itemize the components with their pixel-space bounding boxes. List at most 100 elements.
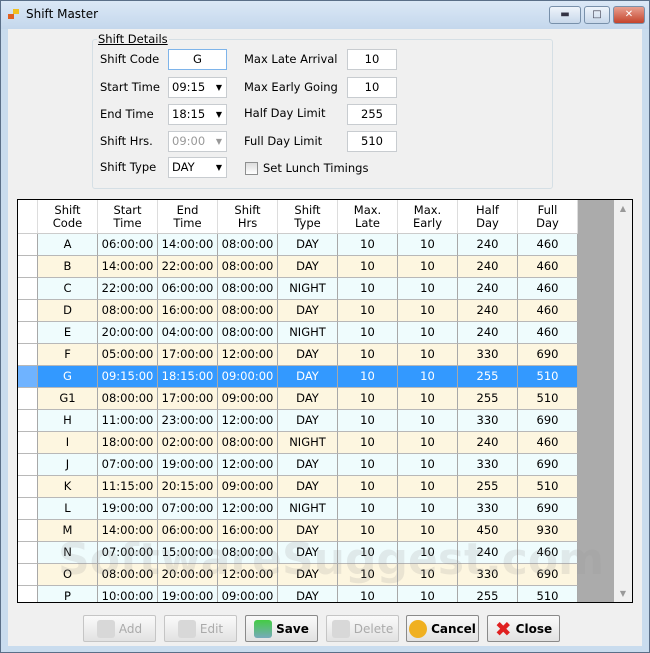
cell-start-time[interactable]: 14:00:00: [98, 520, 158, 542]
cell-max-early[interactable]: 10: [398, 234, 458, 256]
cell-half-day[interactable]: 240: [458, 542, 518, 564]
cell-half-day[interactable]: 240: [458, 300, 518, 322]
cell-end-time[interactable]: 16:00:00: [158, 300, 218, 322]
cell-start-time[interactable]: 20:00:00: [98, 322, 158, 344]
cell-max-early[interactable]: 10: [398, 278, 458, 300]
cell-shift-type[interactable]: DAY: [278, 234, 338, 256]
row-header[interactable]: [18, 586, 38, 602]
cell-shift-code[interactable]: L: [38, 498, 98, 520]
table-row[interactable]: F 05:00:00 17:00:00 12:00:00 DAY 10 10 330 690: [18, 344, 578, 366]
row-header[interactable]: [18, 498, 38, 520]
cell-end-time[interactable]: 14:00:00: [158, 234, 218, 256]
cell-shift-type[interactable]: NIGHT: [278, 322, 338, 344]
cell-end-time[interactable]: 02:00:00: [158, 432, 218, 454]
cell-shift-hrs[interactable]: 09:00:00: [218, 586, 278, 602]
row-header[interactable]: [18, 300, 38, 322]
cell-full-day[interactable]: 510: [518, 586, 578, 602]
cell-shift-hrs[interactable]: 09:00:00: [218, 388, 278, 410]
max-late-input[interactable]: 10: [347, 49, 397, 70]
cell-full-day[interactable]: 690: [518, 410, 578, 432]
table-row[interactable]: J 07:00:00 19:00:00 12:00:00 DAY 10 10 330 690: [18, 454, 578, 476]
cell-full-day[interactable]: 510: [518, 388, 578, 410]
cell-shift-type[interactable]: DAY: [278, 410, 338, 432]
table-row[interactable]: L 19:00:00 07:00:00 12:00:00 NIGHT 10 10 330 690: [18, 498, 578, 520]
cell-max-early[interactable]: 10: [398, 344, 458, 366]
dropdown-arrow-icon[interactable]: ▼: [215, 83, 222, 92]
cell-shift-code[interactable]: H: [38, 410, 98, 432]
cell-half-day[interactable]: 240: [458, 322, 518, 344]
cell-shift-hrs[interactable]: 08:00:00: [218, 278, 278, 300]
row-header[interactable]: [18, 564, 38, 586]
column-header-start-time[interactable]: Start Time: [98, 200, 158, 233]
cell-full-day[interactable]: 460: [518, 542, 578, 564]
cell-shift-hrs[interactable]: 16:00:00: [218, 520, 278, 542]
cell-end-time[interactable]: 17:00:00: [158, 388, 218, 410]
cell-max-late[interactable]: 10: [338, 542, 398, 564]
cell-half-day[interactable]: 255: [458, 586, 518, 602]
edit-button[interactable]: Edit: [164, 615, 237, 642]
cell-start-time[interactable]: 07:00:00: [98, 454, 158, 476]
row-header[interactable]: [18, 476, 38, 498]
cell-shift-code[interactable]: N: [38, 542, 98, 564]
cell-full-day[interactable]: 690: [518, 454, 578, 476]
column-header-shift-hrs[interactable]: Shift Hrs: [218, 200, 278, 233]
cell-shift-type[interactable]: DAY: [278, 300, 338, 322]
cell-half-day[interactable]: 330: [458, 498, 518, 520]
cell-shift-type[interactable]: NIGHT: [278, 432, 338, 454]
column-header-shift-code[interactable]: Shift Code: [38, 200, 98, 233]
row-header[interactable]: [18, 234, 38, 256]
column-header-max-early[interactable]: Max. Early: [398, 200, 458, 233]
row-header[interactable]: [18, 520, 38, 542]
cell-start-time[interactable]: 22:00:00: [98, 278, 158, 300]
row-header[interactable]: [18, 388, 38, 410]
cell-end-time[interactable]: 15:00:00: [158, 542, 218, 564]
full-day-input[interactable]: 510: [347, 131, 397, 152]
end-time-picker[interactable]: 18:15 ▼: [168, 104, 227, 125]
cell-full-day[interactable]: 460: [518, 432, 578, 454]
row-header[interactable]: [18, 410, 38, 432]
cell-start-time[interactable]: 11:15:00: [98, 476, 158, 498]
row-header[interactable]: [18, 542, 38, 564]
delete-button[interactable]: Delete: [326, 615, 399, 642]
cell-full-day[interactable]: 460: [518, 278, 578, 300]
table-row[interactable]: H 11:00:00 23:00:00 12:00:00 DAY 10 10 330 690: [18, 410, 578, 432]
cell-max-late[interactable]: 10: [338, 432, 398, 454]
max-early-input[interactable]: 10: [347, 77, 397, 98]
cell-half-day[interactable]: 255: [458, 388, 518, 410]
cell-half-day[interactable]: 450: [458, 520, 518, 542]
cell-max-late[interactable]: 10: [338, 256, 398, 278]
close-window-button[interactable]: ✕: [613, 6, 645, 24]
cell-full-day[interactable]: 460: [518, 300, 578, 322]
cell-max-early[interactable]: 10: [398, 322, 458, 344]
table-row[interactable]: G1 08:00:00 17:00:00 09:00:00 DAY 10 10 255 510: [18, 388, 578, 410]
cell-max-late[interactable]: 10: [338, 366, 398, 388]
cell-full-day[interactable]: 930: [518, 520, 578, 542]
table-row[interactable]: K 11:15:00 20:15:00 09:00:00 DAY 10 10 255 510: [18, 476, 578, 498]
cell-half-day[interactable]: 240: [458, 432, 518, 454]
cell-shift-type[interactable]: NIGHT: [278, 498, 338, 520]
cell-shift-hrs[interactable]: 12:00:00: [218, 454, 278, 476]
cell-max-early[interactable]: 10: [398, 476, 458, 498]
column-header-shift-type[interactable]: Shift Type: [278, 200, 338, 233]
table-row[interactable]: E 20:00:00 04:00:00 08:00:00 NIGHT 10 10 240 460: [18, 322, 578, 344]
cell-shift-code[interactable]: P: [38, 586, 98, 602]
shift-code-input[interactable]: G: [168, 49, 227, 70]
cell-full-day[interactable]: 510: [518, 366, 578, 388]
cell-start-time[interactable]: 08:00:00: [98, 300, 158, 322]
cell-shift-hrs[interactable]: 08:00:00: [218, 300, 278, 322]
cell-start-time[interactable]: 05:00:00: [98, 344, 158, 366]
cell-start-time[interactable]: 10:00:00: [98, 586, 158, 602]
cell-half-day[interactable]: 255: [458, 366, 518, 388]
cancel-button[interactable]: Cancel: [406, 615, 479, 642]
column-header-full-day[interactable]: Full Day: [518, 200, 578, 233]
cell-max-early[interactable]: 10: [398, 432, 458, 454]
minimize-button[interactable]: ▬: [549, 6, 581, 24]
cell-shift-hrs[interactable]: 08:00:00: [218, 322, 278, 344]
row-header[interactable]: [18, 278, 38, 300]
cell-half-day[interactable]: 330: [458, 564, 518, 586]
cell-start-time[interactable]: 08:00:00: [98, 388, 158, 410]
cell-max-early[interactable]: 10: [398, 366, 458, 388]
table-row[interactable]: I 18:00:00 02:00:00 08:00:00 NIGHT 10 10 240 460: [18, 432, 578, 454]
cell-shift-hrs[interactable]: 08:00:00: [218, 432, 278, 454]
maximize-button[interactable]: □: [584, 6, 610, 24]
